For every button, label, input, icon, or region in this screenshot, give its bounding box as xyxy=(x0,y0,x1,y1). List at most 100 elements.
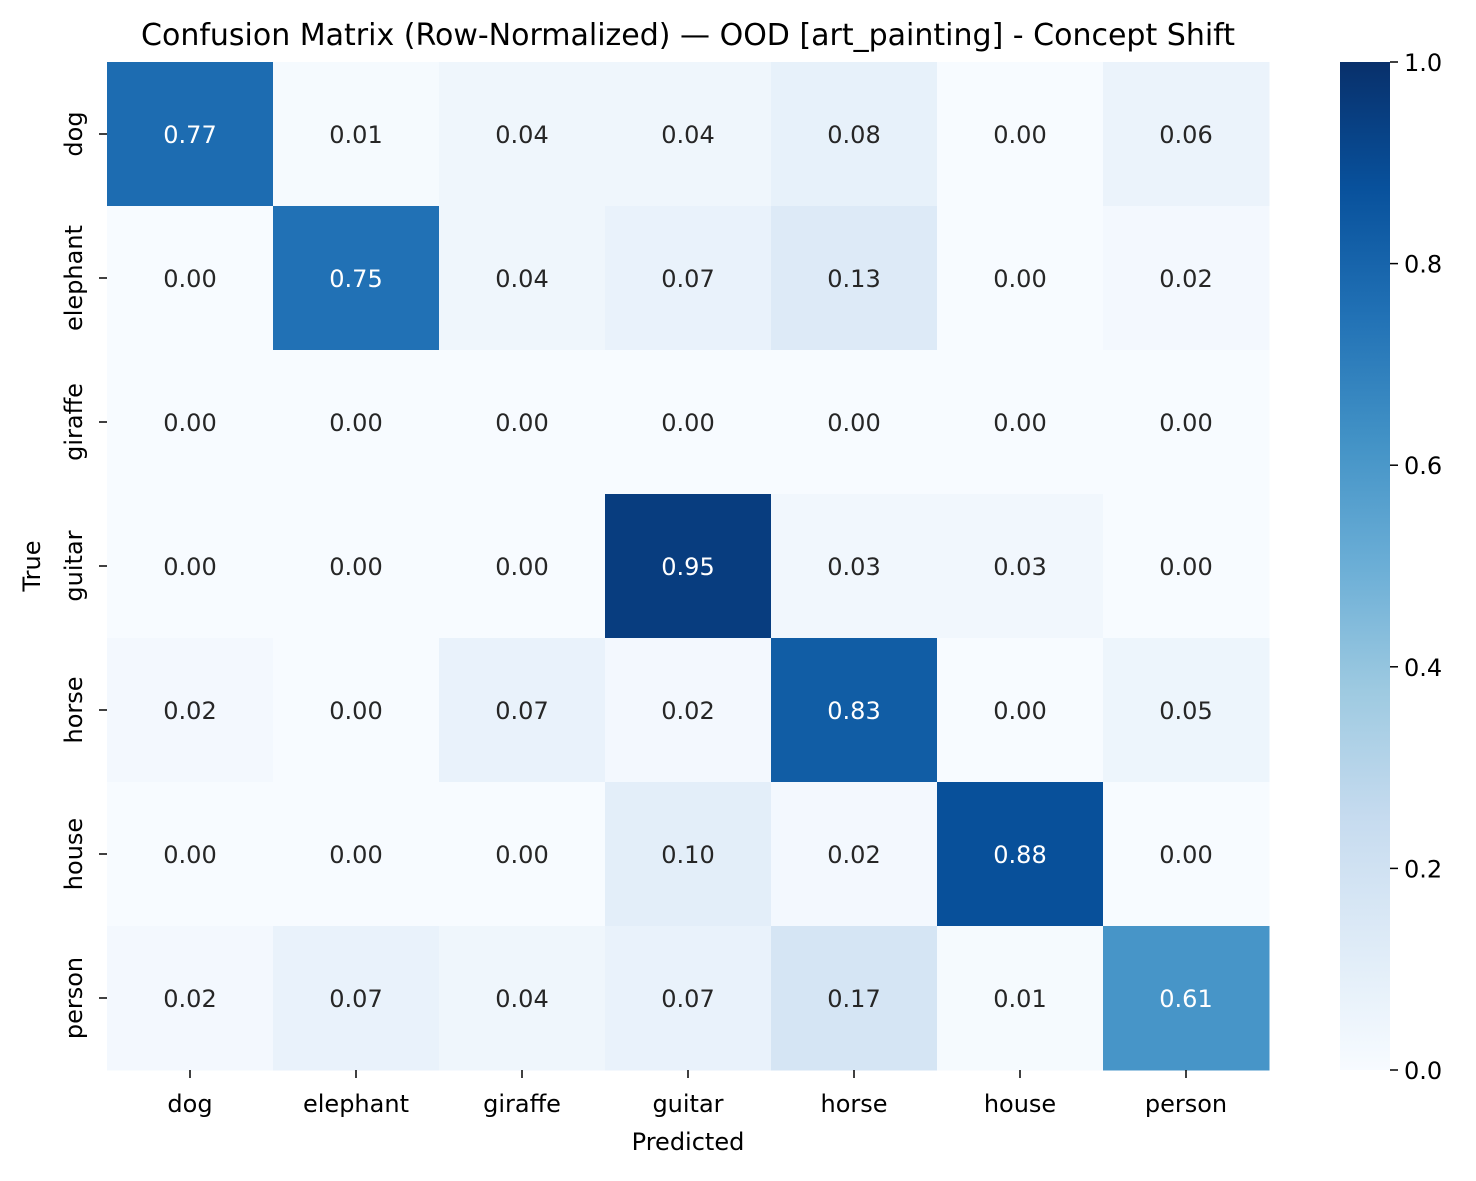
y-axis-label: True xyxy=(18,541,46,593)
heatmap-cells: 0.77 0.01 0.04 0.04 0.08 0.00 0.06 0.00 0.75 0.04… xyxy=(107,62,1270,1071)
heatmap-cell xyxy=(1103,62,1270,207)
x-tick-label: guitar xyxy=(652,1090,723,1118)
cell-value-label: 0.00 xyxy=(329,409,382,437)
heatmap-cell xyxy=(107,62,274,207)
cell-value-label: 0.00 xyxy=(163,553,216,581)
cell-value-label: 0.02 xyxy=(1159,265,1212,293)
cell-value-label: 0.00 xyxy=(329,841,382,869)
heatmap-cell xyxy=(937,926,1104,1071)
heatmap-cell xyxy=(1103,494,1270,639)
y-tick-label: giraffe xyxy=(60,383,88,461)
heatmap-cell xyxy=(771,206,938,351)
cell-value-label: 0.00 xyxy=(495,553,548,581)
heatmap-cell xyxy=(439,926,606,1071)
x-tick-label: dog xyxy=(167,1090,212,1118)
heatmap-cell xyxy=(107,350,274,495)
heatmap-cell xyxy=(1103,782,1270,927)
cell-value-label: 0.04 xyxy=(661,121,714,149)
heatmap-cell xyxy=(273,494,440,639)
cell-value-label: 0.07 xyxy=(329,985,382,1013)
heatmap-cell xyxy=(439,638,606,783)
heatmap-cell xyxy=(107,782,274,927)
y-tick-label: guitar xyxy=(60,530,88,601)
cell-value-label: 0.07 xyxy=(495,697,548,725)
cell-value-label: 0.00 xyxy=(495,841,548,869)
cell-value-label: 0.83 xyxy=(827,697,880,725)
cell-value-label: 0.08 xyxy=(827,121,880,149)
cell-value-label: 0.75 xyxy=(329,265,382,293)
cell-value-label: 0.10 xyxy=(661,841,714,869)
heatmap-cell xyxy=(605,782,772,927)
heatmap-cell xyxy=(439,782,606,927)
x-axis-label: Predicted xyxy=(632,1128,745,1156)
y-tick-label: person xyxy=(60,957,88,1039)
cell-value-label: 0.00 xyxy=(1159,553,1212,581)
y-tick-label: elephant xyxy=(60,225,88,331)
cell-value-label: 0.00 xyxy=(993,697,1046,725)
cell-value-label: 0.02 xyxy=(827,841,880,869)
x-tick-label: person xyxy=(1145,1090,1227,1118)
cell-value-label: 0.03 xyxy=(827,553,880,581)
cell-value-label: 0.01 xyxy=(993,985,1046,1013)
y-tick-label: horse xyxy=(60,676,88,743)
heatmap-cell xyxy=(107,638,274,783)
cell-value-label: 0.00 xyxy=(495,409,548,437)
cell-value-label: 0.00 xyxy=(827,409,880,437)
cell-value-label: 0.77 xyxy=(163,121,216,149)
heatmap-cell xyxy=(605,206,772,351)
heatmap-cell xyxy=(605,638,772,783)
heatmap-cell xyxy=(771,350,938,495)
cell-value-label: 0.00 xyxy=(329,553,382,581)
x-tick-label: giraffe xyxy=(483,1090,561,1118)
cell-value-label: 0.00 xyxy=(163,409,216,437)
cell-value-label: 0.88 xyxy=(993,841,1046,869)
heatmap-cell xyxy=(771,782,938,927)
colorbar-tick-label: 1.0 xyxy=(1404,49,1442,77)
heatmap-cell xyxy=(273,350,440,495)
cell-value-label: 0.13 xyxy=(827,265,880,293)
cell-value-label: 0.04 xyxy=(495,121,548,149)
heatmap-cell xyxy=(1103,206,1270,351)
y-tick-label: house xyxy=(60,818,88,890)
heatmap-cell xyxy=(937,206,1104,351)
cell-value-label: 0.06 xyxy=(1159,121,1212,149)
cell-value-label: 0.00 xyxy=(993,409,1046,437)
heatmap-cell xyxy=(439,350,606,495)
cell-value-label: 0.07 xyxy=(661,985,714,1013)
heatmap-cell xyxy=(605,926,772,1071)
heatmap-cell xyxy=(273,782,440,927)
cell-value-label: 0.00 xyxy=(1159,409,1212,437)
cell-value-label: 0.00 xyxy=(661,409,714,437)
heatmap-cell xyxy=(605,494,772,639)
colorbar xyxy=(1340,62,1390,1070)
colorbar-ticks: 0.0 0.2 0.4 0.6 0.8 1.0 xyxy=(1390,49,1442,1085)
y-axis: dog elephant giraffe guitar horse house person xyxy=(60,111,107,1039)
cell-value-label: 0.00 xyxy=(163,265,216,293)
cell-value-label: 0.00 xyxy=(1159,841,1212,869)
heatmap-cell xyxy=(273,638,440,783)
heatmap-cell xyxy=(937,494,1104,639)
heatmap-cell xyxy=(273,62,440,207)
heatmap-cell xyxy=(439,62,606,207)
x-axis: dog elephant giraffe guitar horse house person xyxy=(167,1070,1227,1118)
heatmap-cell xyxy=(1103,638,1270,783)
cell-value-label: 0.61 xyxy=(1159,985,1212,1013)
heatmap-cell xyxy=(107,494,274,639)
heatmap-cell xyxy=(937,638,1104,783)
colorbar-tick-label: 0.2 xyxy=(1404,855,1442,883)
cell-value-label: 0.00 xyxy=(329,697,382,725)
heatmap-cell xyxy=(771,926,938,1071)
heatmap-cell xyxy=(1103,350,1270,495)
heatmap-cell xyxy=(273,206,440,351)
heatmap-cell xyxy=(439,494,606,639)
heatmap-cell xyxy=(107,206,274,351)
cell-value-label: 0.05 xyxy=(1159,697,1212,725)
cell-value-label: 0.04 xyxy=(495,985,548,1013)
heatmap-cell xyxy=(937,782,1104,927)
cell-value-label: 0.02 xyxy=(163,985,216,1013)
heatmap-cell xyxy=(771,638,938,783)
cell-value-label: 0.03 xyxy=(993,553,1046,581)
heatmap-cell xyxy=(273,926,440,1071)
cell-value-label: 0.02 xyxy=(163,697,216,725)
